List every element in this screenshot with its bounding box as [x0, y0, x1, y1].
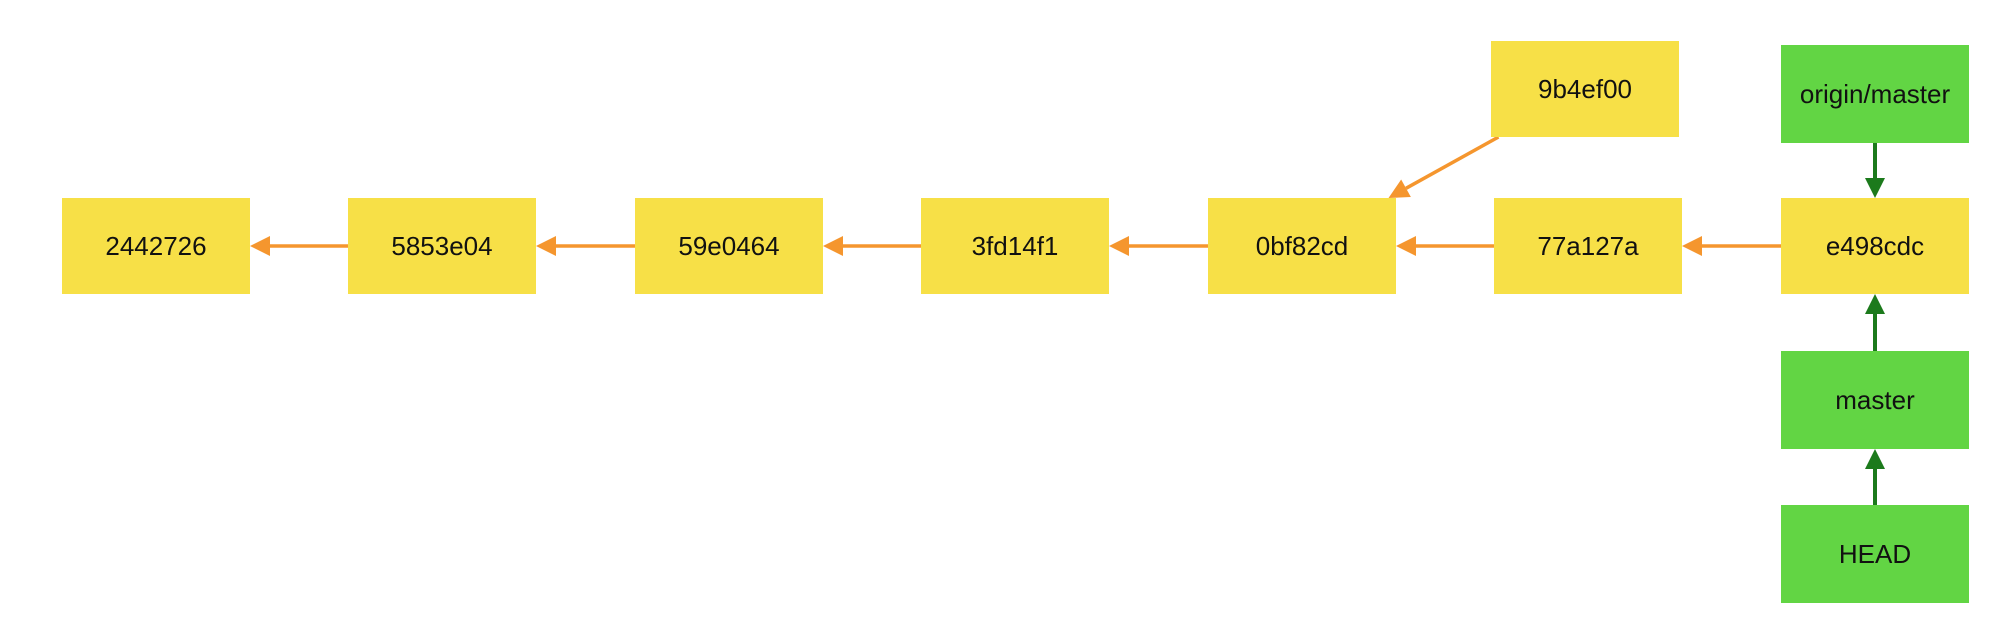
commit-hash: 9b4ef00	[1538, 73, 1632, 104]
parent-arrow	[1388, 135, 1500, 198]
branch-ref-node: master	[1781, 351, 1969, 449]
ref-pointer-arrow	[1865, 294, 1885, 351]
commit-hash: 2442726	[105, 230, 207, 261]
arrow-head	[1865, 294, 1885, 314]
parent-arrow	[1109, 236, 1208, 256]
parent-arrow	[823, 236, 921, 256]
commit-hash: 59e0464	[678, 230, 780, 261]
arrow-head	[1865, 449, 1885, 469]
ref-label: origin/master	[1799, 78, 1951, 109]
arrow-head	[1396, 236, 1416, 256]
arrow-head	[250, 236, 270, 256]
arrow-head	[536, 236, 556, 256]
ref-label: master	[1835, 384, 1915, 415]
commit-node: 9b4ef00	[1491, 41, 1679, 137]
commit-node: 5853e04	[348, 198, 536, 294]
commit-node: 0bf82cd	[1208, 198, 1396, 294]
arrow-head	[1388, 179, 1411, 198]
commit-node: 3fd14f1	[921, 198, 1109, 294]
branch-ref-node: origin/master	[1781, 45, 1969, 143]
arrow-head	[1865, 178, 1885, 198]
ref-pointer-arrow	[1865, 143, 1885, 198]
ref-pointer-arrow	[1865, 449, 1885, 505]
commit-hash: e498cdc	[1825, 230, 1925, 261]
commit-hash: 0bf82cd	[1255, 230, 1349, 261]
commit-hash: 3fd14f1	[971, 230, 1059, 261]
commit-node: 59e0464	[635, 198, 823, 294]
ref-label: HEAD	[1838, 538, 1912, 569]
commit-node: 77a127a	[1494, 198, 1682, 294]
head-ref-node: HEAD	[1781, 505, 1969, 603]
arrow-head	[1682, 236, 1702, 256]
commit-node: e498cdc	[1781, 198, 1969, 294]
arrow-head	[1109, 236, 1129, 256]
commit-hash: 5853e04	[391, 230, 493, 261]
parent-arrow	[1682, 236, 1781, 256]
parent-arrow	[250, 236, 348, 256]
commit-node: 2442726	[62, 198, 250, 294]
commit-hash: 77a127a	[1537, 230, 1639, 261]
parent-arrow	[536, 236, 635, 256]
arrow-line	[1405, 135, 1500, 190]
parent-arrow	[1396, 236, 1494, 256]
arrow-head	[823, 236, 843, 256]
